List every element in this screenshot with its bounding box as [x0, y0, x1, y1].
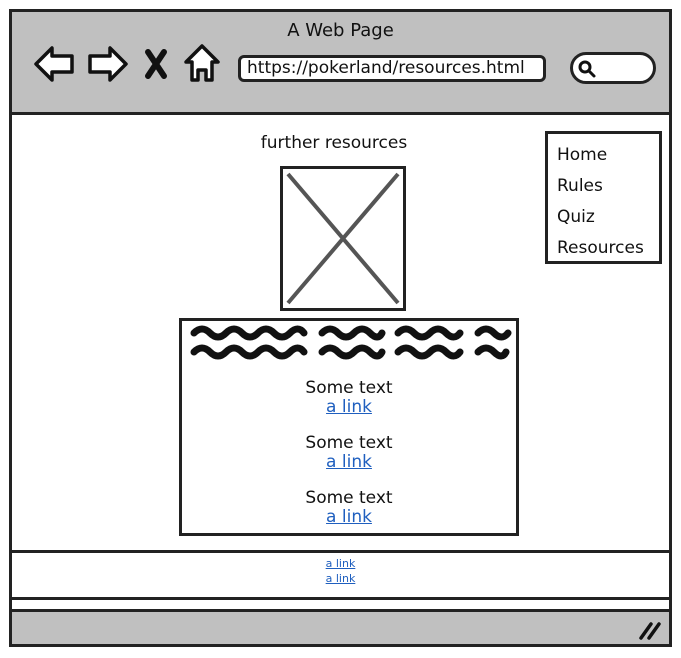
footer-link[interactable]: a link [325, 572, 356, 585]
home-button[interactable] [180, 42, 224, 86]
entry-text: Some text [305, 433, 393, 453]
browser-toolbar: A Web Page https://pokerland/resources.h… [12, 12, 669, 115]
menu-item-home[interactable]: Home [557, 145, 608, 165]
browser-window: A Web Page https://pokerland/resources.h… [9, 9, 672, 647]
back-button[interactable] [32, 42, 76, 86]
menu-item-resources[interactable]: Resources [557, 238, 644, 258]
window-title: A Web Page [287, 20, 394, 41]
resource-entry: Some text a link [182, 380, 516, 416]
forward-arrow-icon [88, 46, 128, 82]
close-x-icon [145, 49, 167, 79]
search-field[interactable] [570, 52, 656, 84]
stop-button[interactable] [140, 42, 172, 86]
page-heading: further resources [260, 133, 408, 153]
scribbled-text-block [190, 325, 512, 360]
back-arrow-icon [34, 46, 74, 82]
resource-entry: Some text a link [182, 435, 516, 471]
side-menu: Home Rules Quiz Resources [545, 131, 662, 264]
forward-button[interactable] [86, 42, 130, 86]
menu-item-rules[interactable]: Rules [557, 176, 603, 196]
home-icon [184, 44, 220, 82]
footer: a link a link [12, 550, 669, 600]
address-bar[interactable]: https://pokerland/resources.html [238, 55, 546, 82]
entry-link[interactable]: a link [326, 397, 372, 417]
entry-link[interactable]: a link [326, 452, 372, 472]
image-placeholder [280, 166, 406, 311]
menu-item-quiz[interactable]: Quiz [557, 207, 595, 227]
entry-text: Some text [305, 378, 393, 398]
entry-link[interactable]: a link [326, 507, 372, 527]
status-bar [12, 609, 669, 644]
resource-entry: Some text a link [182, 490, 516, 526]
footer-link[interactable]: a link [325, 557, 356, 570]
resize-grip-icon[interactable] [637, 620, 661, 640]
image-placeholder-icon [286, 172, 400, 305]
search-icon [578, 60, 596, 78]
resources-panel: Some text a link Some text a link Some t… [179, 318, 519, 536]
entry-text: Some text [305, 488, 393, 508]
